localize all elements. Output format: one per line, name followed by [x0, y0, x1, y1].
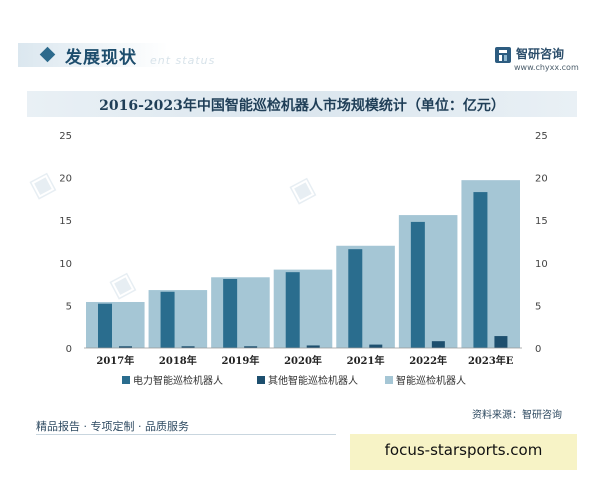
legend-label-2: 智能巡检机器人 — [396, 374, 466, 387]
chart-title-box: 2016-2023年中国智能巡检机器人市场规模统计（单位：亿元） — [27, 91, 577, 117]
y-tick-label-left: 10 — [59, 259, 72, 270]
data-source: 资料来源：智研咨询 — [472, 410, 562, 421]
section-title: 发展现状 — [65, 48, 137, 68]
brand-name: 智研咨询 — [516, 47, 565, 61]
bar-power-6 — [473, 192, 488, 348]
y-tick-label-left: 25 — [59, 131, 72, 142]
y-tick-label-left: 0 — [66, 344, 72, 355]
bar-power-1 — [160, 291, 175, 348]
x-tick-label: 2017年 — [96, 354, 134, 367]
y-tick-label-right: 20 — [535, 174, 548, 185]
section-subtitle-en: ent status — [150, 54, 216, 67]
bar-other-2 — [244, 346, 258, 348]
bar-total-2 — [211, 277, 270, 348]
bar-total-1 — [148, 290, 208, 348]
bar-power-5 — [410, 221, 425, 348]
footer-divider — [36, 434, 336, 435]
brand-url: www.chyxx.com — [514, 63, 579, 72]
bar-total-4 — [336, 245, 395, 348]
y-tick-label-right: 0 — [535, 344, 541, 355]
y-tick-label-right: 25 — [535, 131, 548, 142]
y-tick-label-left: 15 — [59, 216, 72, 227]
bar-other-6 — [494, 336, 508, 348]
footer-slogan: 精品报告 · 专项定制 · 品质服务 — [36, 420, 189, 433]
url-banner[interactable]: focus-starsports.com — [350, 434, 577, 470]
x-tick-label: 2022年 — [409, 354, 447, 367]
bar-power-2 — [223, 278, 238, 348]
y-tick-label-right: 15 — [535, 216, 548, 227]
legend-swatch-0 — [122, 376, 130, 384]
y-tick-label-left: 20 — [59, 174, 72, 185]
y-tick-label-right: 5 — [535, 301, 541, 312]
bar-other-3 — [306, 345, 320, 348]
x-tick-label: 2018年 — [159, 354, 197, 367]
bar-chart: 0 0 5 5 10 10 15 15 20 20 25 25 2017年 2018年 2019年 2020年… — [59, 131, 548, 387]
bar-total-0 — [86, 301, 145, 348]
bar-power-0 — [98, 303, 112, 348]
y-tick-label-left: 5 — [66, 301, 72, 312]
x-tick-label: 2020年 — [284, 354, 322, 367]
bar-power-3 — [285, 272, 300, 348]
brand-logo-icon — [495, 47, 511, 63]
legend-label-1: 其他智能巡检机器人 — [268, 374, 358, 387]
chart-title: 2016-2023年中国智能巡检机器人市场规模统计（单位：亿元） — [99, 98, 505, 114]
bar-other-5 — [431, 341, 445, 348]
bar-total-5 — [398, 215, 458, 348]
url-banner-text: focus-starsports.com — [384, 441, 543, 459]
bar-power-4 — [348, 249, 363, 348]
legend-swatch-1 — [257, 376, 265, 384]
legend-swatch-2 — [385, 376, 393, 384]
legend-label-0: 电力智能巡检机器人 — [133, 374, 223, 387]
bar-total-6 — [461, 180, 520, 348]
x-tick-label: 2019年 — [222, 354, 260, 367]
header: 发展现状 ent status 智研咨询 www.chyxx.com — [0, 0, 600, 78]
x-tick-label: 2023年E — [468, 354, 514, 367]
bar-other-1 — [181, 346, 195, 348]
y-tick-label-right: 10 — [535, 259, 548, 270]
bar-other-4 — [369, 344, 383, 348]
x-tick-label: 2021年 — [347, 354, 385, 367]
brand: 智研咨询 www.chyxx.com — [494, 44, 584, 76]
bar-other-0 — [119, 346, 132, 348]
bar-total-3 — [273, 269, 333, 348]
